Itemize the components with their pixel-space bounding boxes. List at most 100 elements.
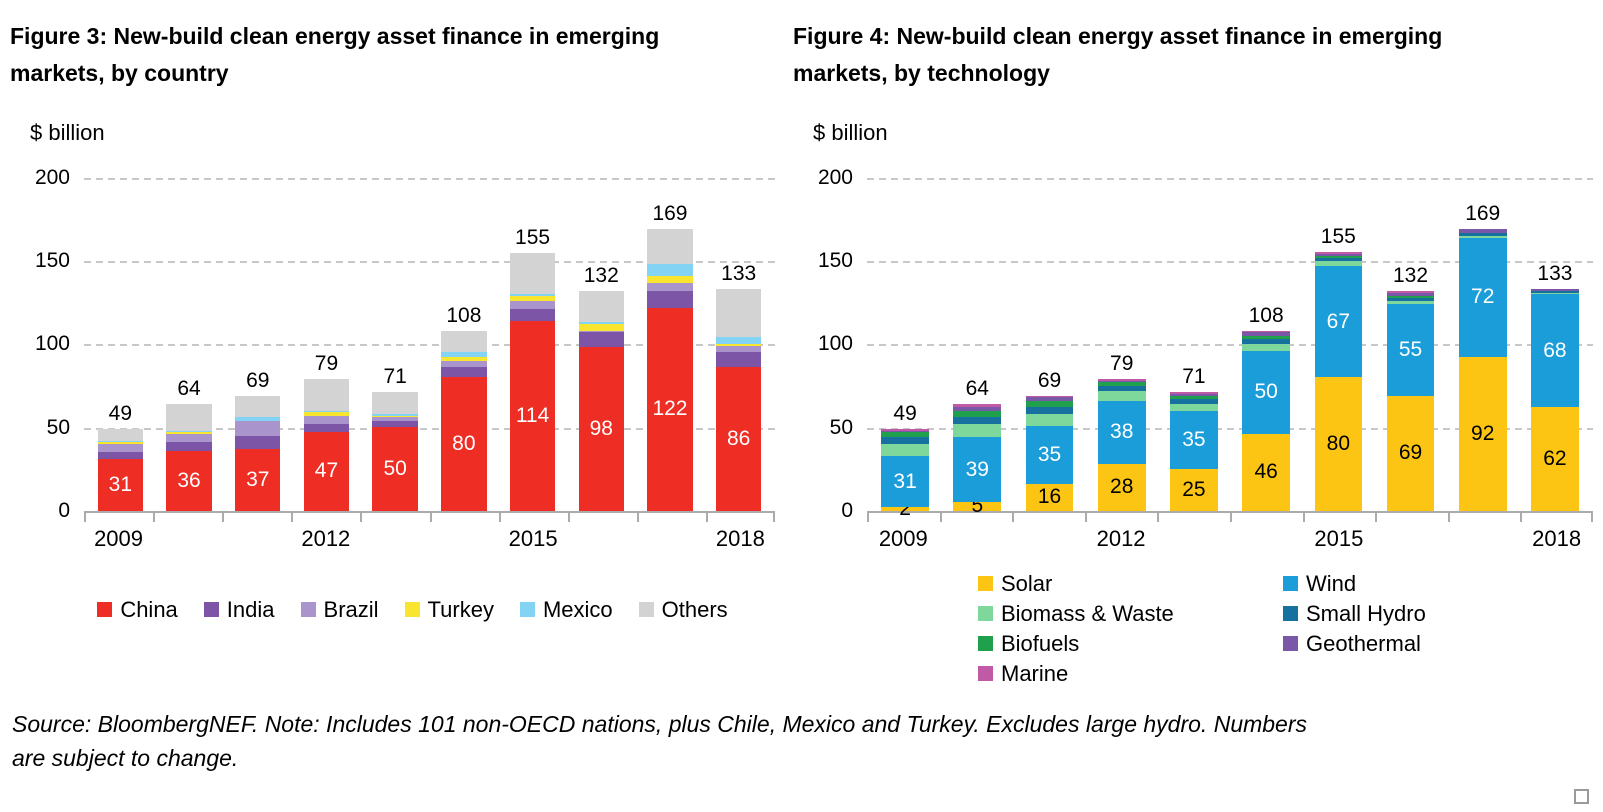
segment-value-label: 39 (965, 457, 989, 481)
bar-total-label: 49 (893, 401, 917, 425)
source-note-line2: are subject to change. (12, 745, 239, 772)
bar-segment-mexico (441, 352, 487, 358)
gridline (867, 177, 1593, 180)
legend-swatch-biofuels-icon (978, 636, 993, 652)
legend-item-solar: Solar (978, 571, 1283, 597)
bar-segment-mexico (578, 322, 624, 325)
x-tick (1157, 512, 1160, 522)
segment-value-label: 68 (1543, 338, 1567, 362)
bar-segment-wind: 38 (1097, 400, 1146, 464)
bar: 37 (235, 395, 281, 511)
legend-item-wind: Wind (1283, 571, 1426, 597)
y-tick-label: 100 (817, 331, 853, 355)
bar-segment-biofuels (1025, 400, 1074, 408)
bar: 31 (97, 428, 144, 511)
bar-total-label: 133 (1537, 262, 1573, 286)
bar-segment-turkey (372, 415, 418, 418)
x-tick (291, 512, 294, 522)
x-tick (360, 512, 363, 522)
x-tick (1591, 512, 1593, 522)
bar-segment-solar: 2 (881, 497, 929, 519)
bar-total-label: 155 (515, 225, 551, 249)
segment-value-label: 50 (1254, 380, 1278, 404)
chart-figure3: Figure 3: New-build clean energy asset f… (10, 10, 775, 687)
bar-segment-brazil (372, 417, 418, 421)
x-tick (567, 512, 570, 522)
y-axis-title: $ billion (813, 119, 888, 145)
legend-item-others: Others (638, 596, 728, 623)
bar-segment-small-hydro (1242, 339, 1290, 345)
bar: 69 55 (1386, 290, 1435, 511)
bar-segment-small-hydro (881, 437, 929, 445)
chart-title: Figure 4: New-build clean energy asset f… (793, 18, 1548, 92)
bar-segment-solar: 5 (953, 495, 1002, 517)
bar-segment-wind: 35 (1025, 425, 1074, 484)
bar: 46 50 (1242, 330, 1290, 511)
bar-total-label: 71 (1182, 365, 1206, 389)
x-axis-label (1157, 513, 1230, 552)
bar-slot: 132 69 55 (1374, 178, 1446, 511)
bar-segment-turkey (578, 324, 624, 331)
bar-segment-mexico (372, 413, 418, 416)
legend-label: China (120, 596, 178, 622)
legend-swatch-others-icon (638, 602, 654, 618)
x-axis-label (568, 513, 637, 552)
bar-segment-mexico (303, 410, 350, 413)
bar-segment-mexico (97, 440, 144, 443)
source-note: Source: BloombergNEF. Note: Includes 101… (12, 707, 1603, 776)
bar-segment-geothermal (1458, 229, 1507, 233)
legend-swatch-geothermal-icon (1283, 636, 1298, 652)
x-axis-label (153, 513, 222, 552)
legend-label: Small Hydro (1306, 600, 1426, 626)
bar-segment-brazil (97, 444, 144, 453)
segment-value-label: 35 (1037, 442, 1062, 466)
x-tick (153, 512, 156, 522)
legend-label: Turkey (427, 596, 494, 622)
legend-label: Geothermal (1306, 630, 1421, 656)
bar-segment-biomass-waste (1170, 404, 1218, 411)
x-tick (429, 512, 432, 522)
bar-segment-china: 80 (441, 377, 487, 511)
bar-total-label: 132 (1393, 263, 1429, 287)
bar-segment-wind: 55 (1386, 304, 1435, 396)
y-tick-label: 200 (34, 165, 70, 189)
bar-segment-marine (1097, 379, 1146, 381)
legend-item-india: India (203, 597, 275, 623)
bar-segment-others (97, 428, 144, 441)
segment-value-label: 86 (726, 427, 751, 450)
chart-title-line: Figure 3: New-build clean energy asset f… (10, 23, 660, 49)
bar-segment-wind: 50 (1242, 350, 1290, 434)
bar: 28 38 (1097, 379, 1146, 511)
bar-slot: 71 50 (361, 178, 430, 511)
bar: 80 (441, 330, 487, 511)
x-axis-label (429, 513, 498, 552)
legend-swatch-india-icon (203, 602, 219, 618)
bar-slot: 108 46 50 (1230, 178, 1302, 511)
bar-segment-mexico (235, 417, 281, 421)
segment-value-label: 69 (1398, 441, 1423, 465)
x-tick (1520, 512, 1523, 522)
bar-segment-china: 98 (578, 347, 624, 511)
x-tick (1447, 512, 1450, 522)
gridline (867, 260, 1593, 263)
x-tick (773, 512, 775, 522)
legend-swatch-solar-icon (978, 576, 993, 592)
bar-total-label: 64 (965, 377, 989, 401)
x-axis-label (1012, 513, 1085, 552)
bar-segment-marine (953, 404, 1002, 408)
bar: 62 68 (1531, 289, 1579, 511)
bar-segment-biomass-waste (1386, 300, 1435, 305)
bar-slot: 108 80 (430, 178, 499, 511)
bar-total-label: 132 (583, 263, 619, 287)
bar-segment-geothermal (1531, 289, 1579, 291)
x-axis-label: 2015 (508, 525, 558, 551)
bar-segment-biomass-waste (1314, 260, 1363, 266)
bar-segment-solar: 80 (1314, 377, 1363, 511)
bar-slot: 64 36 (155, 178, 224, 511)
bar-segment-india (372, 420, 418, 428)
bar-slot: 64 5 39 (941, 178, 1013, 517)
legend-label: Others (661, 596, 728, 622)
bar: 80 67 (1314, 252, 1363, 511)
bar-segment-marine (1025, 395, 1074, 398)
bar: 25 35 (1170, 392, 1218, 511)
